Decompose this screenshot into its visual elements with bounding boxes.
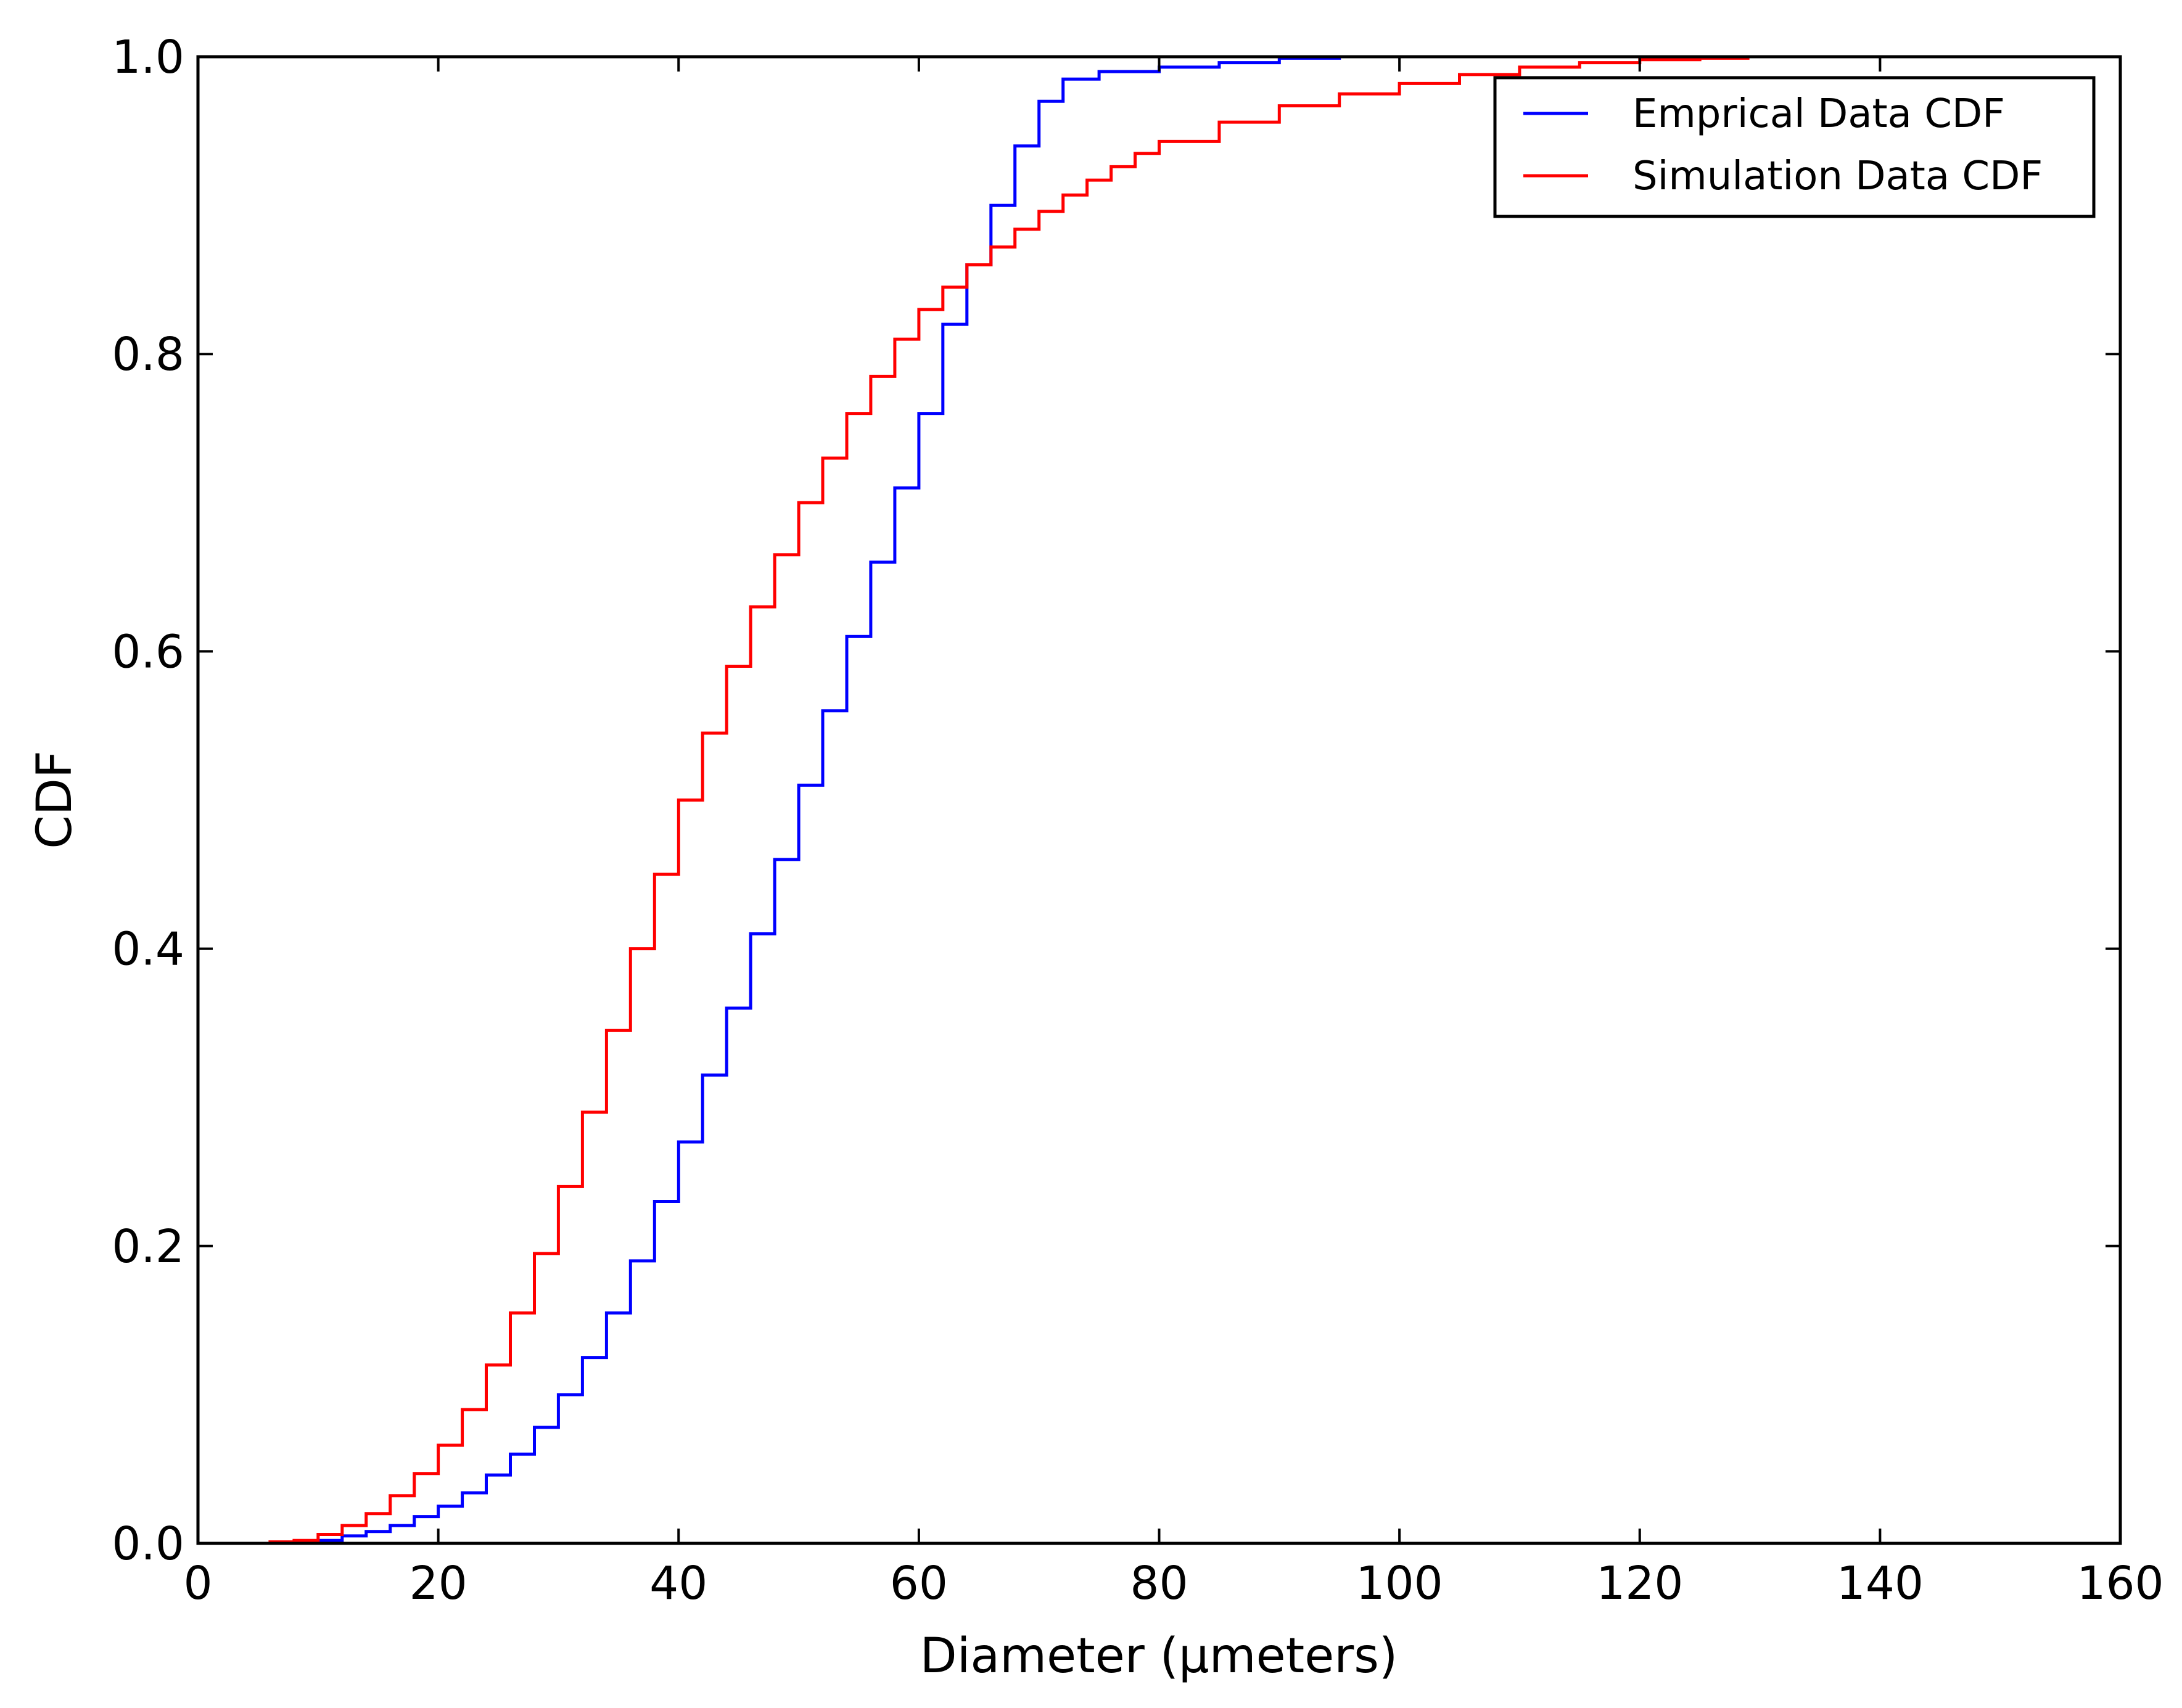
- x-tick-label: 0: [183, 1557, 212, 1610]
- legend: Emprical Data CDF Simulation Data CDF: [1493, 76, 2096, 218]
- x-tick-label: 20: [410, 1557, 467, 1610]
- x-tick-label: 60: [890, 1557, 948, 1610]
- y-tick-label: 0.6: [112, 625, 184, 678]
- series-line-1: [198, 56, 1750, 1545]
- y-axis-label: CDF: [27, 750, 83, 848]
- x-tick-label: 120: [1596, 1557, 1683, 1610]
- x-tick-label: 100: [1356, 1557, 1443, 1610]
- ticks-layer: 0 20 40 60 80 100 120 140 160 0.0 0.2 0.4 0.6 0.8 1.0: [112, 31, 2163, 1610]
- series-layer: [198, 55, 1750, 1545]
- x-axis-label: Diameter (μmeters): [920, 1628, 1398, 1684]
- x-tick-label: 80: [1130, 1557, 1188, 1610]
- legend-label-empirical: Emprical Data CDF: [1632, 91, 2005, 137]
- series-line-0: [198, 55, 1376, 1545]
- x-tick-label: 160: [2077, 1557, 2163, 1610]
- y-tick-label: 0.0: [112, 1517, 184, 1570]
- y-tick-label: 0.8: [112, 328, 184, 381]
- y-tick-label: 0.4: [112, 923, 184, 976]
- y-tick-label: 1.0: [112, 31, 184, 84]
- legend-box: [1493, 76, 2096, 218]
- x-tick-label: 40: [649, 1557, 707, 1610]
- legend-label-simulation: Simulation Data CDF: [1632, 154, 2043, 199]
- y-tick-label: 0.2: [112, 1220, 184, 1273]
- x-tick-label: 140: [1837, 1557, 1924, 1610]
